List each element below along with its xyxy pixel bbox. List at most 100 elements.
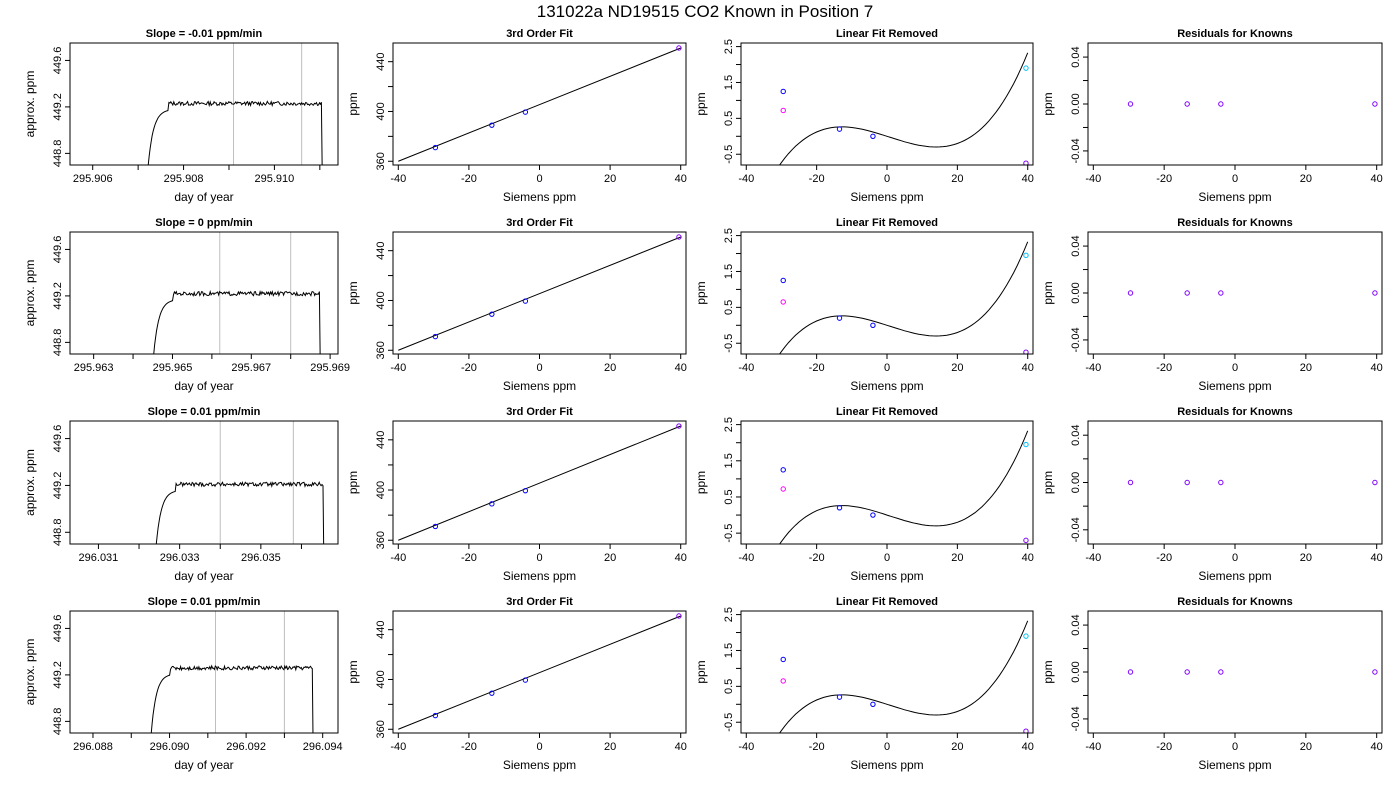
x-tick-label: 40: [1022, 173, 1034, 185]
panel-1-2: Linear Fit Removed -40 -20 0 20 40 -0.5 0.5 1.5 2…: [694, 217, 1034, 393]
data-point: [780, 299, 786, 305]
data-point: [836, 694, 843, 700]
y-tick-label: -0.5: [723, 713, 735, 732]
plot-area: [1127, 101, 1378, 107]
x-tick-label: 296.094: [303, 741, 343, 753]
data-point: [1023, 441, 1029, 448]
plot-area: [147, 43, 323, 165]
y-tick-label: 449.2: [52, 282, 64, 310]
fit-line: [398, 47, 681, 162]
data-point: [1023, 252, 1029, 259]
data-point: [1023, 537, 1029, 544]
data-point: [1184, 290, 1190, 296]
panel-0-2: Linear Fit Removed -40 -20 0 20 40 -0.5 0.5 1.5 2…: [694, 28, 1034, 204]
x-tick-label: 295.910: [255, 173, 295, 185]
x-tick-label: 40: [1022, 362, 1034, 374]
y-tick-label: 0.00: [1070, 661, 1082, 682]
panel-0-3: Residuals for Knowns -40 -20 0 20 40 -0.04 0.00…: [1041, 28, 1383, 204]
y-tick-label: 2.5: [723, 417, 735, 432]
plot-area: [398, 234, 682, 351]
x-tick-label: 0: [884, 741, 890, 753]
plot-frame: [1087, 42, 1383, 166]
data-point: [1127, 290, 1134, 296]
panel-title: 3rd Order Fit: [506, 596, 573, 608]
plot-frame: [740, 231, 1034, 355]
plot-frame: [1087, 231, 1383, 355]
data-trace: [147, 100, 323, 165]
y-tick-label: -0.5: [723, 524, 735, 543]
x-tick-label: 295.906: [73, 173, 113, 185]
plot-frame: [740, 42, 1034, 166]
panel-title: Slope = 0.01 ppm/min: [148, 406, 261, 418]
plot-frame: [69, 420, 339, 545]
plot-frame: [740, 610, 1034, 734]
panel-0-1: 3rd Order Fit -40 -20 0 20 40 360 400 440 Siemens…: [346, 28, 687, 204]
x-tick-label: -20: [461, 362, 477, 374]
panel-title: Residuals for Knowns: [1177, 217, 1293, 229]
y-tick-label: -0.5: [723, 334, 735, 353]
y-tick-label: 360: [375, 152, 387, 170]
panel-title: Linear Fit Removed: [836, 217, 938, 229]
y-axis-label: approx. ppm: [23, 449, 37, 516]
x-axis-label: day of year: [174, 379, 233, 393]
plot-frame: [740, 420, 1034, 545]
data-point: [432, 523, 439, 530]
x-tick-label: 0: [536, 362, 542, 374]
x-tick-label: 296.033: [160, 552, 200, 564]
data-point: [1127, 101, 1134, 107]
x-tick-label: 0: [1232, 362, 1238, 374]
y-axis-label: ppm: [346, 660, 360, 683]
cubic-fit-curve: [778, 620, 1029, 733]
plot-frame: [1087, 420, 1383, 545]
y-tick-label: 440: [375, 241, 387, 259]
y-tick-label: 0.5: [723, 300, 735, 315]
x-tick-label: -20: [1156, 741, 1172, 753]
x-tick-label: 40: [1371, 173, 1383, 185]
y-tick-label: 400: [375, 670, 387, 688]
y-tick-label: 0.04: [1070, 235, 1082, 256]
x-axis-label: Siemens ppm: [1198, 190, 1271, 204]
x-tick-label: 20: [1300, 741, 1312, 753]
y-tick-label: 440: [375, 431, 387, 449]
panel-1-0: Slope = 0 ppm/min 295.963 295.965 295.967 29…: [23, 217, 350, 393]
data-point: [836, 505, 843, 511]
y-tick-label: 448.8: [52, 519, 64, 547]
data-point: [1218, 479, 1224, 486]
data-point: [870, 701, 876, 707]
y-tick-label: 1.5: [723, 75, 735, 90]
y-axis-label: ppm: [346, 281, 360, 304]
panel-title: Slope = 0 ppm/min: [155, 217, 253, 229]
data-point: [489, 311, 495, 317]
x-tick-label: 0: [884, 552, 890, 564]
y-tick-label: -0.04: [1070, 706, 1082, 731]
y-tick-label: 0.00: [1070, 93, 1082, 114]
panel-title: Residuals for Knowns: [1177, 406, 1293, 418]
x-tick-label: 40: [675, 741, 687, 753]
plot-frame: [69, 42, 339, 166]
x-tick-label: 20: [1300, 362, 1312, 374]
data-point: [780, 678, 786, 684]
x-tick-label: 0: [536, 741, 542, 753]
x-tick-label: 0: [536, 552, 542, 564]
data-point: [432, 144, 439, 151]
x-axis-label: Siemens ppm: [1198, 569, 1271, 583]
panel-title: Linear Fit Removed: [836, 406, 938, 418]
x-tick-label: -20: [1156, 362, 1172, 374]
data-point: [780, 277, 786, 284]
data-point: [1218, 669, 1224, 675]
data-point: [522, 677, 529, 683]
y-axis-label: approx. ppm: [23, 71, 37, 138]
y-tick-label: -0.04: [1070, 138, 1082, 163]
data-point: [870, 133, 876, 139]
data-point: [1372, 101, 1378, 107]
data-point: [676, 45, 682, 51]
data-point: [870, 512, 876, 518]
x-axis-label: Siemens ppm: [850, 569, 923, 583]
y-tick-label: 0.04: [1070, 46, 1082, 67]
data-point: [489, 501, 495, 507]
y-tick-label: 2.5: [723, 607, 735, 622]
y-tick-label: 400: [375, 291, 387, 309]
y-tick-label: 0.00: [1070, 282, 1082, 303]
plot-area: [1127, 669, 1378, 675]
x-tick-label: 295.908: [164, 173, 204, 185]
